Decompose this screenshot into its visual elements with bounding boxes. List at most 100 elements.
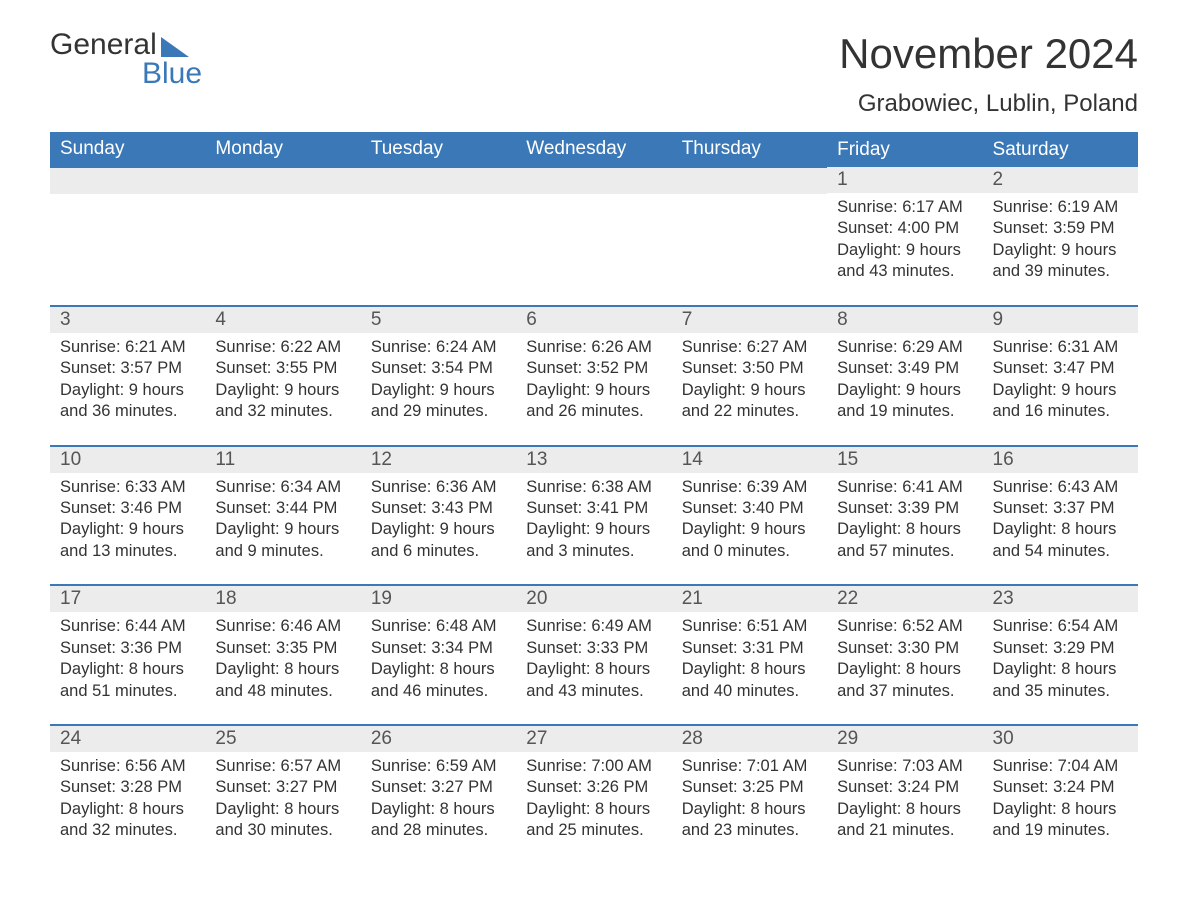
daylight-line-2: and 30 minutes. — [215, 820, 350, 841]
sunrise-line: Sunrise: 6:31 AM — [993, 337, 1128, 358]
sunrise-line: Sunrise: 6:44 AM — [60, 616, 195, 637]
sunrise-line: Sunrise: 6:46 AM — [215, 616, 350, 637]
day-number: 7 — [672, 307, 827, 333]
calendar-cell: 28Sunrise: 7:01 AMSunset: 3:25 PMDayligh… — [672, 725, 827, 864]
calendar-body: 1 Sunrise: 6:17 AMSunset: 4:00 PM Daylight… — [50, 167, 1138, 864]
calendar-cell: 17Sunrise: 6:44 AMSunset: 3:36 PMDayligh… — [50, 585, 205, 725]
calendar-cell: 16Sunrise: 6:43 AMSunset: 3:37 PMDayligh… — [983, 446, 1138, 586]
day-number: 15 — [827, 447, 982, 473]
month-title: November 2024 — [839, 30, 1138, 78]
calendar-cell: 7Sunrise: 6:27 AMSunset: 3:50 PMDaylight… — [672, 306, 827, 446]
daylight-line-1: Daylight: 9 hours — [526, 519, 661, 540]
daylight-line-2: and 26 minutes. — [526, 401, 661, 422]
day-number: 11 — [205, 447, 360, 473]
calendar-cell-empty — [205, 167, 360, 306]
daylight-line-2: and 43 minutes. — [526, 681, 661, 702]
calendar-cell: 26Sunrise: 6:59 AMSunset: 3:27 PMDayligh… — [361, 725, 516, 864]
daylight-line-1: Daylight: 8 hours — [837, 799, 972, 820]
daylight-line-2: and 21 minutes. — [837, 820, 972, 841]
sunrise-line: Sunrise: 6:29 AM — [837, 337, 972, 358]
calendar-cell: 24Sunrise: 6:56 AMSunset: 3:28 PMDayligh… — [50, 725, 205, 864]
sunset-line: Sunset: 3:24 PM — [993, 777, 1128, 798]
sunset-line: Sunset: 3:36 PM — [60, 638, 195, 659]
day-number: 14 — [672, 447, 827, 473]
sunrise-line: Sunrise: 6:19 AM — [993, 197, 1128, 218]
calendar-cell: 22Sunrise: 6:52 AMSunset: 3:30 PMDayligh… — [827, 585, 982, 725]
sunset-line: Sunset: 3:29 PM — [993, 638, 1128, 659]
day-number: 25 — [205, 726, 360, 752]
daylight-line-1: Daylight: 8 hours — [682, 799, 817, 820]
day-number: 18 — [205, 586, 360, 612]
daylight-line-1: Daylight: 9 hours — [371, 519, 506, 540]
sunrise-line: Sunrise: 6:36 AM — [371, 477, 506, 498]
calendar-cell: 29 Sunrise: 7:03 AMSunset: 3:24 PMDayligh… — [827, 725, 982, 864]
sunset-line: Sunset: 3:30 PM — [837, 638, 972, 659]
daylight-line-1: Daylight: 8 hours — [60, 799, 195, 820]
daylight-line-1: Daylight: 8 hours — [371, 659, 506, 680]
daylight-line-1: Daylight: 9 hours — [682, 519, 817, 540]
calendar-cell: 13Sunrise: 6:38 AMSunset: 3:41 PMDayligh… — [516, 446, 671, 586]
daylight-line-1: Daylight: 8 hours — [526, 659, 661, 680]
day-number: 1 — [827, 167, 982, 193]
calendar-cell: 23Sunrise: 6:54 AMSunset: 3:29 PMDayligh… — [983, 585, 1138, 725]
daylight-line-2: and 19 minutes. — [993, 820, 1128, 841]
sunrise-line: Sunrise: 6:21 AM — [60, 337, 195, 358]
sunrise-line: Sunrise: 6:48 AM — [371, 616, 506, 637]
daylight-line-1: Daylight: 9 hours — [60, 380, 195, 401]
daylight-line-1: Daylight: 8 hours — [993, 659, 1128, 680]
sunrise-line: Sunrise: 6:57 AM — [215, 756, 350, 777]
location: Grabowiec, Lublin, Poland — [839, 90, 1138, 118]
daylight-line-1: Daylight: 9 hours — [526, 380, 661, 401]
sunset-line: Sunset: 3:57 PM — [60, 358, 195, 379]
weekday-header-row: SundayMondayTuesdayWednesdayThursdayFrid… — [50, 132, 1138, 167]
sunset-line: Sunset: 3:46 PM — [60, 498, 195, 519]
daylight-line-1: Daylight: 8 hours — [215, 799, 350, 820]
daylight-line-1: Daylight: 9 hours — [215, 519, 350, 540]
day-number: 19 — [361, 586, 516, 612]
sunrise-line: Sunrise: 6:17 AM — [837, 197, 972, 218]
sunrise-line: Sunrise: 7:00 AM — [526, 756, 661, 777]
sunrise-line: Sunrise: 6:22 AM — [215, 337, 350, 358]
calendar-cell: 1Sunrise: 6:17 AMSunset: 4:00 PMDaylight… — [827, 167, 982, 306]
calendar-cell: 19Sunrise: 6:48 AMSunset: 3:34 PMDayligh… — [361, 585, 516, 725]
logo-word-2: Blue — [50, 60, 202, 87]
logo-word-1: General — [50, 30, 157, 60]
weekday-header: Saturday — [983, 132, 1138, 167]
calendar-cell: 27Sunrise: 7:00 AMSunset: 3:26 PMDayligh… — [516, 725, 671, 864]
day-number: 17 — [50, 586, 205, 612]
sunset-line: Sunset: 3:47 PM — [993, 358, 1128, 379]
daylight-line-1: Daylight: 8 hours — [993, 799, 1128, 820]
daylight-line-1: Daylight: 8 hours — [993, 519, 1128, 540]
calendar-cell: 20Sunrise: 6:49 AMSunset: 3:33 PMDayligh… — [516, 585, 671, 725]
day-number: 8 — [827, 307, 982, 333]
sunrise-line: Sunrise: 6:52 AM — [837, 616, 972, 637]
daylight-line-1: Daylight: 9 hours — [682, 380, 817, 401]
daylight-line-2: and 35 minutes. — [993, 681, 1128, 702]
day-number: 13 — [516, 447, 671, 473]
day-number: 3 — [50, 307, 205, 333]
daylight-line-1: Daylight: 8 hours — [371, 799, 506, 820]
calendar-cell: 11Sunrise: 6:34 AMSunset: 3:44 PMDayligh… — [205, 446, 360, 586]
sunrise-line: Sunrise: 6:39 AM — [682, 477, 817, 498]
calendar-cell-empty — [516, 167, 671, 306]
day-number: 12 — [361, 447, 516, 473]
calendar-cell-empty — [361, 167, 516, 306]
sunset-line: Sunset: 3:59 PM — [993, 218, 1128, 239]
daylight-line-1: Daylight: 9 hours — [371, 380, 506, 401]
calendar-cell: 8Sunrise: 6:29 AMSunset: 3:49 PMDaylight… — [827, 306, 982, 446]
calendar-cell: 4Sunrise: 6:22 AMSunset: 3:55 PMDaylight… — [205, 306, 360, 446]
calendar-cell: 6Sunrise: 6:26 AMSunset: 3:52 PMDaylight… — [516, 306, 671, 446]
sunset-line: Sunset: 3:24 PM — [837, 777, 972, 798]
daylight-line-2: and 16 minutes. — [993, 401, 1128, 422]
sunset-line: Sunset: 3:31 PM — [682, 638, 817, 659]
calendar-week-row: 17 Sunrise: 6:44 AMSunset: 3:36 PM Dayligh… — [50, 585, 1138, 725]
daylight-line-2: and 3 minutes. — [526, 541, 661, 562]
day-number: 6 — [516, 307, 671, 333]
day-number: 29 — [827, 726, 982, 752]
day-number-empty — [205, 168, 360, 194]
sunrise-line: Sunrise: 7:03 AM — [837, 756, 972, 777]
sunrise-line: Sunrise: 6:38 AM — [526, 477, 661, 498]
daylight-line-1: Daylight: 9 hours — [837, 380, 972, 401]
sunset-line: Sunset: 4:00 PM — [837, 218, 972, 239]
daylight-line-2: and 23 minutes. — [682, 820, 817, 841]
